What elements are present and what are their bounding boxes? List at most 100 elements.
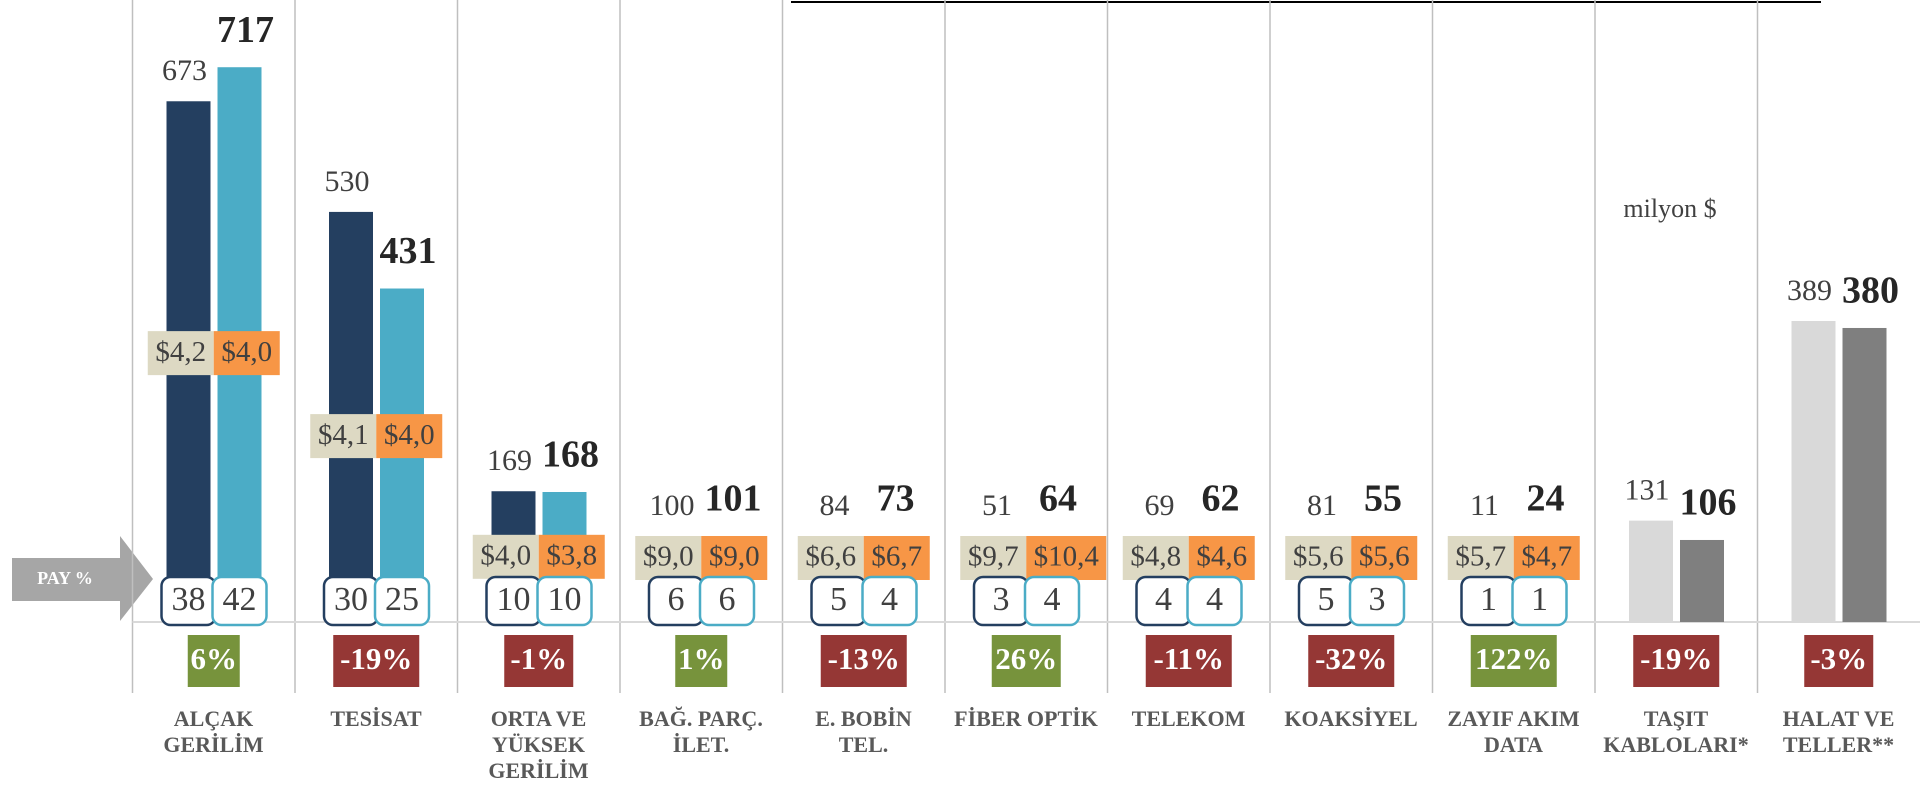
share-label: 3 [1369, 581, 1386, 618]
price-label: $10,4 [1034, 541, 1100, 573]
share-label: 38 [172, 581, 206, 618]
change-box [504, 635, 574, 687]
change-label: -11% [1153, 641, 1224, 676]
share-box [1023, 575, 1081, 627]
share-label: 1 [1531, 581, 1548, 618]
price-label: $4,1 [318, 419, 369, 451]
category-label: BAĞ. PARÇ. İLET. [639, 706, 763, 757]
share-box [373, 575, 431, 627]
change-box [820, 635, 907, 687]
value-label: 55 [1364, 478, 1402, 520]
change-label: -32% [1315, 641, 1387, 676]
unit-label: milyon $ [1623, 194, 1716, 223]
bar [1680, 539, 1724, 622]
change-box [333, 635, 420, 687]
price-label: $4,0 [384, 419, 435, 451]
change-box [1308, 635, 1395, 687]
change-label: -19% [340, 641, 412, 676]
value-label: 168 [542, 434, 599, 476]
category-label: TESİSAT [330, 706, 422, 731]
share-label: 4 [1044, 581, 1061, 618]
share-label: 25 [385, 581, 419, 618]
value-label: 673 [162, 54, 207, 87]
value-label: 106 [1680, 482, 1737, 524]
category-label: ORTA VE YÜKSEK GERİLİM [488, 706, 589, 783]
change-box [1633, 635, 1720, 687]
share-label: 30 [334, 581, 368, 618]
change-label: -13% [828, 641, 900, 676]
price-label: $5,6 [1293, 541, 1344, 573]
change-box [991, 635, 1061, 687]
price-label: $6,7 [871, 541, 922, 573]
price-label-box [538, 534, 605, 579]
category-label: ZAYIF AKIM DATA [1447, 706, 1580, 757]
share-box [861, 575, 918, 627]
share-label: 6 [668, 581, 685, 618]
price-label-box [863, 536, 930, 580]
bar [1629, 520, 1673, 622]
share-box [1186, 575, 1243, 627]
share-label: 6 [719, 581, 736, 618]
change-box [1145, 635, 1232, 687]
price-label-box [147, 331, 214, 376]
category-label: E. BOBİN TEL. [815, 706, 912, 757]
price-label-box [1122, 536, 1189, 580]
share-box [1348, 575, 1406, 627]
change-label: 1% [678, 641, 725, 676]
value-label: 380 [1842, 270, 1899, 312]
share-label: 4 [881, 581, 898, 618]
value-label: 81 [1307, 489, 1337, 522]
change-label: 122% [1475, 641, 1553, 676]
price-label-box [1285, 536, 1352, 580]
price-label: $9,7 [968, 541, 1019, 573]
price-label-box [1513, 536, 1580, 580]
value-label: 64 [1039, 478, 1077, 520]
change-box [1470, 635, 1557, 687]
value-label: 24 [1527, 478, 1565, 520]
value-label: 100 [650, 489, 695, 522]
change-box [1804, 635, 1874, 687]
category-label: TAŞIT KABLOLARI* [1603, 706, 1749, 757]
share-label: PAY % [37, 568, 93, 588]
price-label-box [1026, 536, 1107, 580]
share-box [211, 575, 268, 627]
price-label: $5,7 [1455, 541, 1506, 573]
price-label-box [1188, 536, 1255, 580]
share-label: 3 [993, 581, 1010, 618]
change-box [187, 635, 240, 687]
value-label: 84 [820, 489, 850, 522]
change-label: -3% [1810, 641, 1867, 676]
share-label: 10 [497, 581, 531, 618]
value-label: 101 [705, 478, 762, 520]
value-label: 51 [982, 489, 1012, 522]
price-label-box [635, 536, 702, 580]
price-label: $5,6 [1359, 541, 1410, 573]
price-label: $3,8 [546, 539, 597, 571]
share-label: 5 [830, 581, 847, 618]
price-label-box [960, 536, 1027, 580]
value-label: 62 [1202, 478, 1240, 520]
price-label-box [376, 414, 443, 459]
price-label-box [310, 414, 377, 459]
share-box [698, 575, 756, 627]
price-label: $9,0 [643, 541, 694, 573]
price-label-box [1447, 536, 1514, 580]
change-label: -1% [510, 641, 567, 676]
category-label: HALAT VE TELLER** [1782, 706, 1895, 757]
share-box [536, 575, 593, 627]
price-label: $4,0 [480, 539, 531, 571]
value-label: 131 [1625, 474, 1670, 507]
share-label: 4 [1155, 581, 1172, 618]
share-label: 10 [548, 581, 582, 618]
value-label: 530 [325, 165, 370, 198]
price-label: $9,0 [709, 541, 760, 573]
share-arrow [12, 536, 153, 621]
price-label: $4,0 [221, 336, 272, 368]
price-label-box [1351, 536, 1418, 580]
share-label: 5 [1318, 581, 1335, 618]
value-label: 11 [1470, 489, 1499, 522]
value-label: 717 [217, 9, 274, 51]
category-label: ALÇAK GERİLİM [163, 706, 264, 757]
